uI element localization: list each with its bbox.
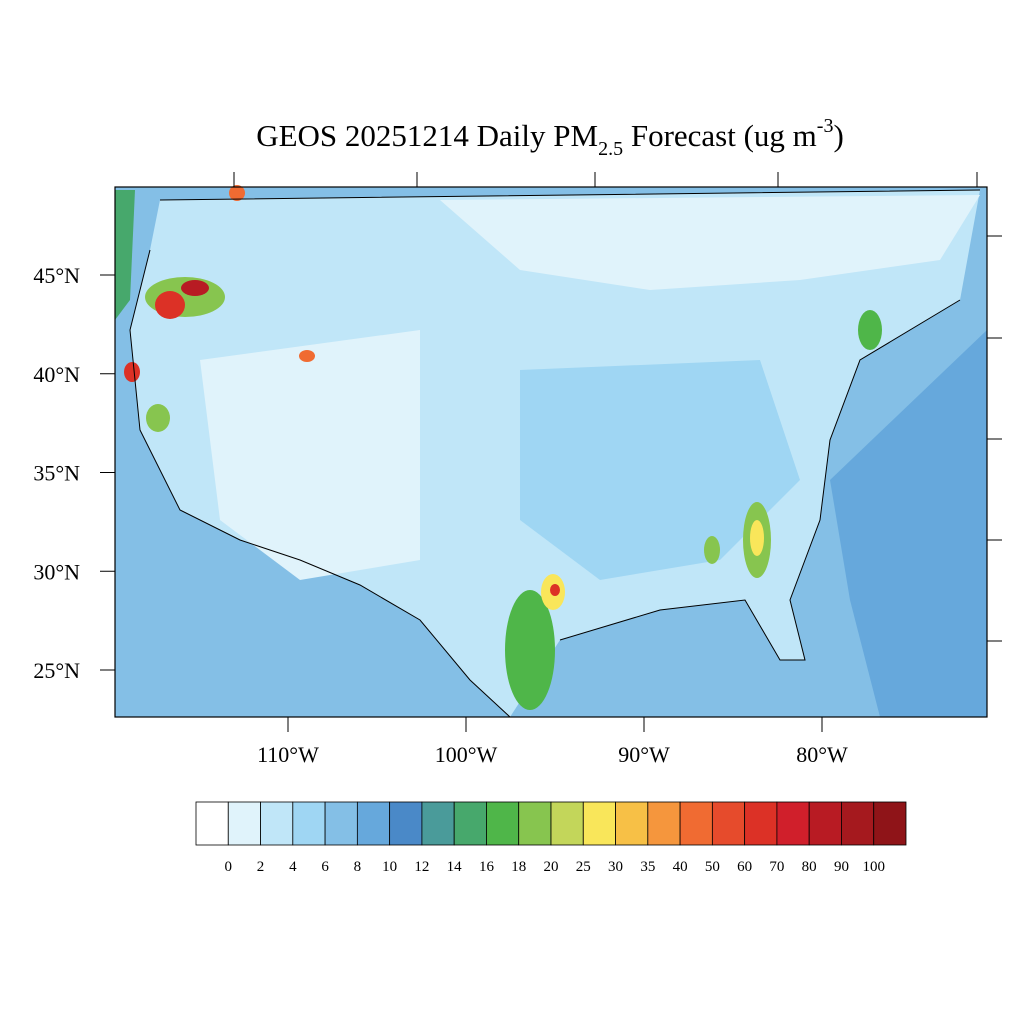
title: GEOS 20251214 Daily PM2.5 Forecast (ug m… [256, 115, 844, 160]
colorbar-label: 70 [769, 859, 784, 875]
plume [704, 536, 720, 564]
lat-label: 40°N [33, 362, 80, 387]
colorbar-box [776, 801, 810, 846]
colorbar-label: 2 [257, 859, 265, 875]
colorbar-label: 100 [862, 859, 885, 875]
colorbar-box [711, 801, 746, 846]
ocean-deep [830, 330, 987, 717]
title-sub: 2.5 [598, 138, 623, 160]
lat-label: 25°N [33, 658, 80, 683]
colorbar-box [421, 801, 455, 846]
plume [750, 520, 764, 556]
colorbar-label: 60 [737, 859, 752, 875]
colorbar-box [744, 801, 778, 846]
colorbar-label: 10 [382, 859, 397, 875]
lat-label: 30°N [33, 559, 80, 584]
colorbar-box [582, 801, 616, 846]
colorbar-label: 25 [576, 859, 591, 875]
plume [146, 404, 170, 432]
map-frame [114, 186, 988, 718]
plume [181, 280, 209, 296]
colorbar-box [356, 801, 391, 846]
colorbar-box [647, 801, 681, 846]
colorbar-label: 6 [321, 859, 329, 875]
colorbar-label: 30 [608, 859, 623, 875]
colorbar-label: 4 [289, 859, 297, 875]
plume [299, 350, 315, 362]
plume [505, 590, 555, 710]
colorbar-box [615, 801, 649, 846]
plume [124, 362, 140, 382]
colorbar-box [550, 801, 584, 846]
colorbar-box [292, 801, 326, 846]
colorbar-box [227, 801, 261, 846]
land-clean [200, 330, 420, 580]
colorbar-box [324, 801, 358, 846]
plume [229, 185, 245, 201]
map-field [114, 185, 988, 718]
colorbar-box [486, 801, 520, 846]
colorbar-box [679, 801, 713, 846]
colorbar-label: 8 [354, 859, 362, 875]
colorbar-box [841, 801, 875, 846]
lat-label: 35°N [33, 461, 80, 486]
title-text: GEOS 20251214 Daily PM [256, 118, 598, 153]
plume [155, 291, 185, 319]
frame-ticks [233, 172, 1002, 642]
colorbar-label: 35 [640, 859, 655, 875]
colorbar-label: 80 [802, 859, 817, 875]
colorbar-box [389, 801, 423, 846]
colorbar-label: 12 [414, 859, 429, 875]
colorbar-label: 50 [705, 859, 720, 875]
colorbar-label: 20 [544, 859, 559, 875]
colorbar-box [453, 801, 487, 846]
lat-label: 45°N [33, 263, 80, 288]
colorbar-label: 90 [834, 859, 849, 875]
colorbar-box [873, 801, 907, 846]
colorbar-box [260, 801, 294, 846]
land-clean [440, 195, 980, 290]
colorbar-label: 16 [479, 859, 495, 875]
colorbar-label: 14 [447, 859, 463, 875]
lon-label: 80°W [796, 742, 848, 767]
lon-label: 110°W [257, 742, 319, 767]
colorbar-box [808, 801, 842, 846]
title-text: ) [833, 118, 843, 153]
land-moderate [520, 360, 800, 580]
title-text: Forecast (ug m [623, 118, 817, 153]
colorbar-label: 40 [673, 859, 688, 875]
coastline [129, 189, 981, 718]
colorbar-box [518, 801, 552, 846]
lon-label: 90°W [618, 742, 670, 767]
plume [550, 584, 560, 596]
title-sup: -3 [817, 115, 834, 137]
colorbar-label: 18 [511, 859, 526, 875]
lon-label: 100°W [435, 742, 498, 767]
colorbar-label: 0 [225, 859, 233, 875]
colorbar-box [195, 801, 229, 846]
plume [115, 190, 135, 320]
plume [858, 310, 882, 350]
